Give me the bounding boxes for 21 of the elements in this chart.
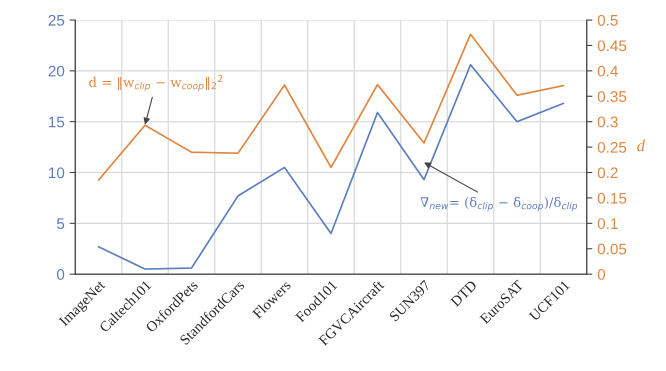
y2-tick-label: 0.25 xyxy=(598,142,626,153)
line-series xyxy=(98,33,564,181)
y2-tick-label: 0.35 xyxy=(598,91,626,102)
y-tick-label: 5 xyxy=(56,218,64,230)
y-tick-label: 20 xyxy=(48,66,64,77)
y2-tick-label: 0.1 xyxy=(598,218,618,230)
y-tick-label: 15 xyxy=(49,116,64,128)
y2-tick-label: 0.4 xyxy=(598,66,618,77)
y2-tick-label: 0.45 xyxy=(598,40,626,52)
y-tick-label: 10 xyxy=(49,167,64,178)
annotation: ∇$_{new}$= (δ$_{clip}$ − δ$_{coop}$)/δ$_{clip}$ xyxy=(420,196,578,212)
annotation: d = ‖w$_{clip}$ − w$_{coop}$‖$_{2}$$^{2}$ xyxy=(89,75,222,92)
y-tick-label: 0 xyxy=(56,269,64,280)
y2-axis-title: d xyxy=(637,140,645,152)
y2-tick-label: 0.5 xyxy=(598,14,618,26)
y2-tick-label: 0.3 xyxy=(598,116,618,128)
y-tick-label: 25 xyxy=(48,14,64,26)
y2-tick-label: 0.2 xyxy=(598,167,618,178)
y2-tick-label: 0.05 xyxy=(598,244,626,254)
y2-tick-label: 0 xyxy=(598,269,606,280)
y2-tick-label: 0.15 xyxy=(598,192,626,204)
